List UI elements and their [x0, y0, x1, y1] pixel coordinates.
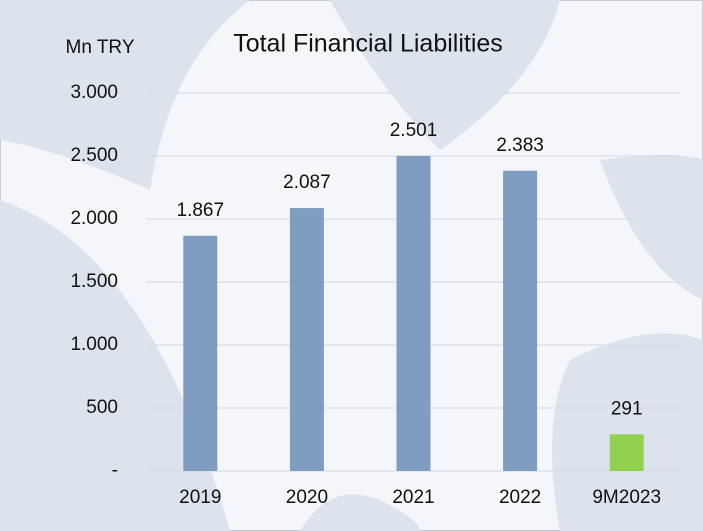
bar — [396, 155, 431, 471]
y-tick-label: 500 — [86, 397, 118, 418]
y-tick-label: 3.000 — [70, 82, 118, 103]
bar — [609, 434, 644, 471]
bar — [289, 208, 324, 471]
decor-shape — [600, 155, 703, 300]
bar — [503, 170, 538, 471]
y-tick-label: - — [112, 460, 118, 481]
bar — [183, 235, 218, 471]
x-tick-label: 2021 — [392, 487, 434, 508]
y-tick-label: 2.000 — [70, 208, 118, 229]
x-tick-label: 2022 — [499, 487, 541, 508]
data-label: 2.383 — [496, 135, 544, 156]
y-tick-label: 2.500 — [70, 145, 118, 166]
decor-shape — [0, 0, 250, 190]
decor-shape — [0, 200, 230, 531]
x-tick-label: 9M2023 — [592, 487, 661, 508]
x-tick-label: 2019 — [179, 487, 221, 508]
data-label: 2.501 — [390, 120, 438, 141]
data-label: 291 — [611, 398, 643, 419]
y-axis-label: Mn TRY — [66, 37, 135, 58]
chart-title: Total Financial Liabilities — [233, 30, 503, 58]
decor-shape — [330, 0, 560, 150]
decor-shape — [552, 333, 703, 531]
y-tick-label: 1.000 — [70, 334, 118, 355]
data-label: 1.867 — [177, 200, 225, 221]
y-tick-label: 1.500 — [70, 271, 118, 292]
decor-shape — [300, 494, 420, 531]
x-tick-label: 2020 — [286, 487, 328, 508]
data-label: 2.087 — [283, 172, 331, 193]
